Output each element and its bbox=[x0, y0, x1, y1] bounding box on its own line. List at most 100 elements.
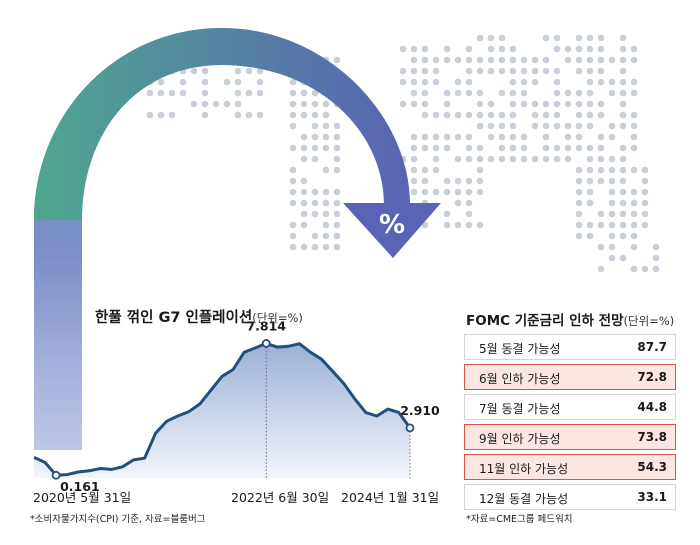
map-dot bbox=[311, 100, 319, 108]
map-dot bbox=[289, 199, 297, 207]
map-dot bbox=[201, 89, 209, 97]
map-dot bbox=[608, 188, 616, 196]
map-dot bbox=[586, 78, 594, 86]
data-label: 0.161 bbox=[60, 479, 100, 494]
map-dot bbox=[179, 78, 187, 86]
map-dot bbox=[311, 232, 319, 240]
map-dot bbox=[410, 144, 418, 152]
map-dot bbox=[311, 243, 319, 251]
table-row: 11월 인하 가능성 54.3 bbox=[464, 454, 676, 480]
map-dot bbox=[410, 56, 418, 64]
map-dot bbox=[509, 122, 517, 130]
map-dot bbox=[300, 144, 308, 152]
map-dot bbox=[630, 166, 638, 174]
table-title-text: FOMC 기준금리 인하 전망 bbox=[466, 313, 624, 329]
map-dot bbox=[300, 199, 308, 207]
map-dot bbox=[630, 188, 638, 196]
map-dot bbox=[410, 45, 418, 53]
map-dot bbox=[586, 177, 594, 185]
row-value: 54.3 bbox=[637, 460, 667, 474]
map-dot bbox=[564, 45, 572, 53]
map-dot bbox=[619, 67, 627, 75]
map-dot bbox=[443, 188, 451, 196]
map-dot bbox=[520, 100, 528, 108]
map-dot bbox=[432, 133, 440, 141]
map-dot bbox=[146, 111, 154, 119]
map-dot bbox=[399, 78, 407, 86]
map-dot bbox=[564, 100, 572, 108]
table-row: 9월 인하 가능성 73.8 bbox=[464, 424, 676, 450]
map-dot bbox=[465, 45, 473, 53]
map-dot bbox=[465, 221, 473, 229]
table-row: 5월 동결 가능성 87.7 bbox=[464, 334, 676, 360]
map-dot bbox=[575, 67, 583, 75]
map-dot bbox=[465, 210, 473, 218]
map-dot bbox=[487, 111, 495, 119]
map-dot bbox=[443, 100, 451, 108]
map-dot bbox=[289, 100, 297, 108]
map-dot bbox=[509, 100, 517, 108]
map-dot bbox=[465, 111, 473, 119]
map-dot bbox=[421, 177, 429, 185]
map-dot bbox=[575, 177, 583, 185]
map-dot bbox=[322, 133, 330, 141]
map-dot bbox=[597, 78, 605, 86]
map-dot bbox=[597, 100, 605, 108]
chart-unit-label: (단위=%) bbox=[252, 311, 303, 325]
map-dot bbox=[432, 155, 440, 163]
map-dot bbox=[630, 78, 638, 86]
map-dot bbox=[201, 100, 209, 108]
map-dot bbox=[234, 111, 242, 119]
x-tick-label: 2024년 1월 31일 bbox=[341, 490, 440, 505]
map-dot bbox=[619, 45, 627, 53]
map-dot bbox=[454, 188, 462, 196]
map-dot bbox=[608, 232, 616, 240]
map-dot bbox=[575, 188, 583, 196]
map-dot bbox=[256, 67, 264, 75]
map-dot bbox=[322, 166, 330, 174]
map-dot bbox=[619, 232, 627, 240]
map-dot bbox=[641, 221, 649, 229]
row-label: 9월 인하 가능성 bbox=[479, 432, 561, 446]
map-dot bbox=[586, 45, 594, 53]
map-dot bbox=[586, 144, 594, 152]
map-dot bbox=[553, 78, 561, 86]
area-fill bbox=[34, 343, 410, 478]
map-dot bbox=[322, 122, 330, 130]
map-dot bbox=[520, 56, 528, 64]
map-dot bbox=[564, 155, 572, 163]
map-dot bbox=[619, 177, 627, 185]
map-dot bbox=[575, 232, 583, 240]
data-point bbox=[261, 339, 271, 348]
map-dot bbox=[498, 56, 506, 64]
map-dot bbox=[179, 89, 187, 97]
map-dot bbox=[322, 232, 330, 240]
map-dot bbox=[300, 188, 308, 196]
map-dot bbox=[487, 122, 495, 130]
map-dot bbox=[432, 78, 440, 86]
map-dot bbox=[443, 111, 451, 119]
map-dot bbox=[410, 155, 418, 163]
map-dot bbox=[168, 111, 176, 119]
map-dot bbox=[597, 221, 605, 229]
map-dot bbox=[520, 133, 528, 141]
map-dot bbox=[553, 45, 561, 53]
map-dot bbox=[465, 89, 473, 97]
map-dot bbox=[454, 78, 462, 86]
map-dot bbox=[586, 34, 594, 42]
map-dot bbox=[421, 45, 429, 53]
map-dot bbox=[619, 78, 627, 86]
map-dot bbox=[201, 67, 209, 75]
chart-title: 한풀 꺾인 G7 인플레이션(단위=%) bbox=[95, 306, 303, 327]
map-dot bbox=[410, 89, 418, 97]
map-dot bbox=[476, 166, 484, 174]
map-dot bbox=[234, 67, 242, 75]
map-dot bbox=[443, 144, 451, 152]
map-dot bbox=[454, 155, 462, 163]
map-dot bbox=[399, 67, 407, 75]
map-dot bbox=[476, 34, 484, 42]
map-dot bbox=[597, 133, 605, 141]
map-dot bbox=[542, 34, 550, 42]
map-dot bbox=[509, 155, 517, 163]
map-dot bbox=[597, 265, 605, 273]
